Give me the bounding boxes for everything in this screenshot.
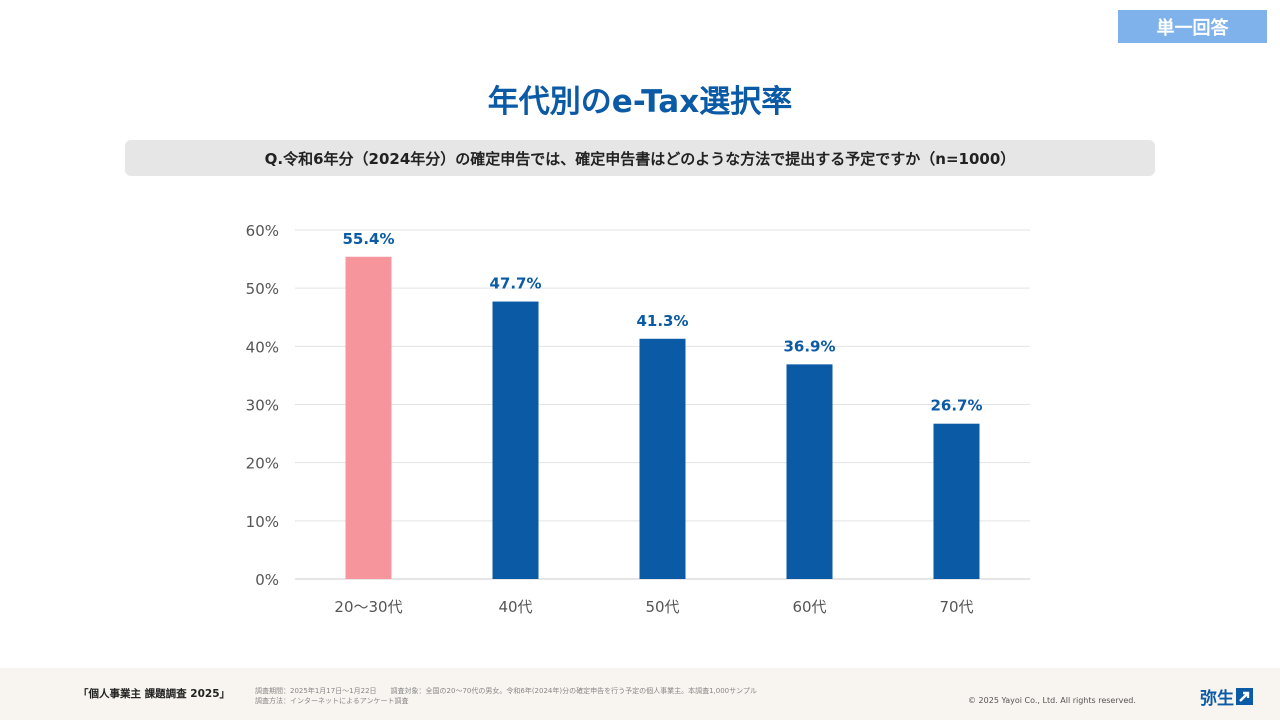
data-label: 36.9% <box>783 337 835 355</box>
footer-bar <box>0 668 1280 720</box>
survey-method: 調査方法：インターネットによるアンケート調査 <box>255 697 409 705</box>
single-answer-badge: 単一回答 <box>1118 10 1267 43</box>
survey-target: 調査対象：全国の20〜70代の男女。令和6年(2024年)分の確定申告を行う予定… <box>390 687 757 695</box>
logo-arrow-icon <box>1236 688 1253 705</box>
y-tick-label: 30% <box>246 397 279 415</box>
bar <box>345 256 392 579</box>
bar <box>933 423 980 579</box>
y-tick-label: 50% <box>246 280 279 298</box>
survey-notes: 調査期間：2025年1月17日〜1月22日 調査対象：全国の20〜70代の男女。令… <box>255 686 771 706</box>
bar <box>639 338 686 579</box>
copyright-text: © 2025 Yayoi Co., Ltd. All rights reserv… <box>968 696 1136 705</box>
data-label: 55.4% <box>342 230 394 248</box>
x-tick-label: 40代 <box>498 598 532 616</box>
survey-name: 「個人事業主 課題調査 2025」 <box>78 688 231 700</box>
x-tick-label: 60代 <box>792 598 826 616</box>
y-tick-label: 0% <box>255 571 279 589</box>
x-tick-label: 70代 <box>939 598 973 616</box>
bar <box>786 364 833 579</box>
survey-period: 調査期間：2025年1月17日〜1月22日 <box>255 687 377 695</box>
bar-chart: 0% 10% 20% 30% 40% 50% 60% 55.4% 20〜30代 47.7% 40代 4… <box>246 222 1030 616</box>
logo-text: 弥生 <box>1200 689 1234 709</box>
bar <box>492 301 539 579</box>
x-tick-label: 20〜30代 <box>334 598 402 616</box>
y-tick-label: 40% <box>246 338 279 356</box>
y-tick-label: 20% <box>246 455 279 473</box>
page-title: 年代別のe-Tax選択率 <box>487 84 793 120</box>
y-tick-label: 60% <box>246 222 279 240</box>
x-tick-label: 50代 <box>645 598 679 616</box>
data-label: 41.3% <box>636 312 688 330</box>
question-banner: Q.令和6年分（2024年分）の確定申告では、確定申告書はどのような方法で提出す… <box>125 140 1155 176</box>
y-tick-label: 10% <box>246 513 279 531</box>
data-label: 47.7% <box>489 275 541 293</box>
yayoi-logo: 弥生 <box>1200 684 1253 709</box>
data-label: 26.7% <box>930 397 982 415</box>
